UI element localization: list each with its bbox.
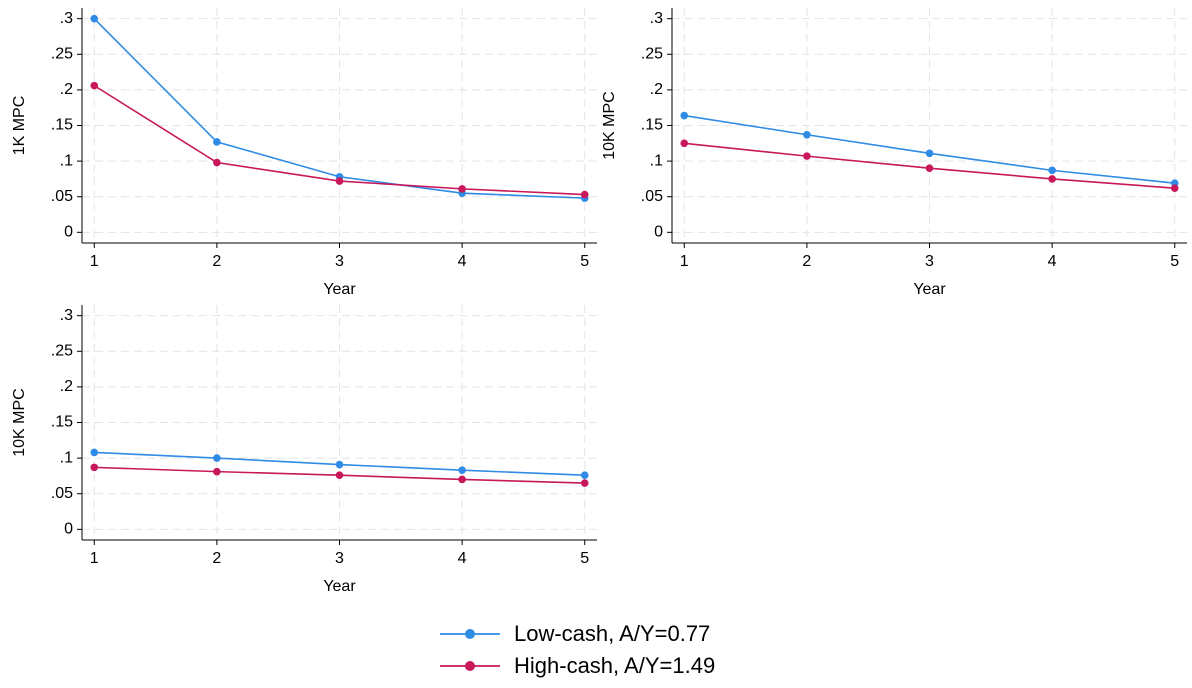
legend-label: Low-cash, A/Y=0.77 — [514, 621, 710, 646]
y-tick-label: .25 — [641, 46, 663, 63]
x-tick-label: 5 — [1170, 253, 1179, 270]
y-tick-label: 0 — [654, 224, 663, 241]
y-tick-label: 0 — [64, 521, 73, 538]
x-tick-label: 2 — [802, 253, 811, 270]
y-tick-label: .25 — [51, 46, 73, 63]
x-tick-label: 1 — [680, 253, 689, 270]
data-point — [90, 448, 99, 457]
x-axis-label: Year — [913, 281, 946, 298]
y-tick-label: .3 — [60, 10, 73, 27]
y-tick-label: 0 — [64, 224, 73, 241]
x-axis-label: Year — [323, 578, 356, 595]
legend-marker — [465, 629, 475, 639]
data-point — [458, 475, 466, 484]
y-tick-label: .1 — [60, 449, 73, 466]
x-tick-label: 2 — [212, 253, 221, 270]
y-tick-label: .2 — [60, 81, 73, 98]
x-tick-label: 3 — [925, 253, 934, 270]
x-axis-label: Year — [323, 281, 356, 298]
data-point — [458, 185, 466, 193]
y-tick-label: .2 — [60, 378, 73, 395]
data-point — [1048, 166, 1056, 175]
data-point — [335, 471, 344, 479]
x-tick-label: 5 — [580, 550, 589, 567]
y-tick-label: .1 — [60, 152, 73, 169]
data-point — [90, 14, 99, 23]
x-tick-label: 5 — [580, 253, 589, 270]
legend-label: High-cash, A/Y=1.49 — [514, 653, 715, 678]
data-point — [335, 460, 344, 469]
y-axis-label: 10K MPC — [601, 91, 618, 159]
x-tick-label: 4 — [1048, 253, 1057, 270]
data-point — [90, 81, 99, 90]
y-axis-label: 1K MPC — [11, 96, 28, 156]
y-tick-label: .3 — [60, 307, 73, 324]
data-point — [335, 177, 344, 185]
data-point — [213, 138, 221, 146]
data-point — [458, 466, 466, 475]
data-point — [580, 479, 589, 487]
data-point — [803, 152, 811, 160]
data-point — [925, 164, 934, 173]
data-point — [580, 471, 589, 479]
data-point — [580, 190, 589, 199]
y-tick-label: .3 — [650, 10, 663, 27]
data-point — [680, 139, 689, 148]
x-tick-label: 4 — [458, 253, 467, 270]
data-point — [680, 111, 689, 120]
x-tick-label: 1 — [90, 253, 99, 270]
data-point — [803, 130, 811, 139]
y-tick-label: .15 — [51, 414, 73, 431]
y-axis-label: 10K MPC — [11, 388, 28, 456]
y-tick-label: .2 — [650, 81, 663, 98]
data-point — [213, 454, 221, 462]
y-tick-label: .15 — [641, 117, 663, 134]
data-point — [213, 467, 221, 476]
legend-marker — [465, 661, 475, 671]
y-tick-label: .05 — [51, 188, 73, 205]
y-tick-label: .05 — [51, 485, 73, 502]
x-tick-label: 4 — [458, 550, 467, 567]
data-point — [1048, 175, 1056, 183]
y-tick-label: .25 — [51, 343, 73, 360]
data-point — [1170, 184, 1179, 192]
x-tick-label: 2 — [212, 550, 221, 567]
x-tick-label: 1 — [90, 550, 99, 567]
data-point — [90, 463, 99, 472]
data-point — [213, 158, 221, 167]
y-tick-label: .15 — [51, 117, 73, 134]
data-point — [925, 149, 934, 158]
y-tick-label: .1 — [650, 152, 663, 169]
x-tick-label: 3 — [335, 550, 344, 567]
y-tick-label: .05 — [641, 188, 663, 205]
x-tick-label: 3 — [335, 253, 344, 270]
